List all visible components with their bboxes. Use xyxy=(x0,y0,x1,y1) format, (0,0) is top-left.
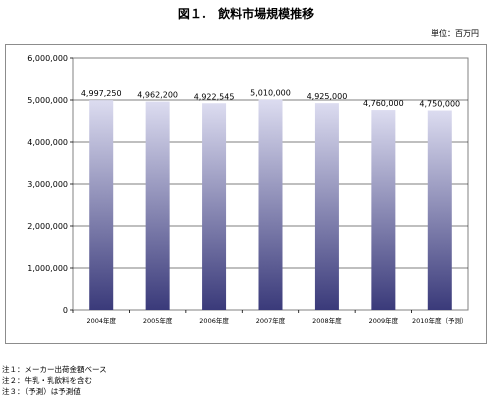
x-tick-label: 2005年度 xyxy=(143,316,173,325)
data-label: 5,010,000 xyxy=(250,89,291,98)
note-2: 注２：牛乳・乳飲料を含む xyxy=(2,376,92,385)
bar xyxy=(145,101,170,310)
notes: 注１：メーカー出荷金額ベース 注２：牛乳・乳飲料を含む 注３：（予測）は予測値 xyxy=(2,364,107,397)
data-label: 4,922,545 xyxy=(194,92,235,101)
x-tick-label: 2006年度 xyxy=(199,316,229,325)
note-3: 注３：（予測）は予測値 xyxy=(2,387,81,396)
y-tick-label: 5,000,000 xyxy=(27,96,68,105)
data-label: 4,997,250 xyxy=(81,89,122,98)
unit-label: 単位：百万円 xyxy=(431,29,479,38)
note-1: 注１：メーカー出荷金額ベース xyxy=(2,365,107,374)
chart-title: 図１. 飲料市場規模推移 xyxy=(177,7,315,21)
y-tick-label: 0 xyxy=(63,306,68,315)
x-tick-label: 2009年度 xyxy=(369,316,399,325)
y-tick-label: 3,000,000 xyxy=(27,180,68,189)
y-tick-label: 6,000,000 xyxy=(27,54,68,63)
bar xyxy=(314,103,339,311)
bar xyxy=(371,110,396,310)
y-tick-label: 4,000,000 xyxy=(27,138,68,147)
chart-frame xyxy=(5,44,487,344)
data-label: 4,760,000 xyxy=(363,99,404,108)
bar xyxy=(427,110,452,310)
y-tick-label: 2,000,000 xyxy=(27,222,68,231)
bar xyxy=(89,100,114,310)
data-label: 4,962,200 xyxy=(137,91,178,100)
x-tick-label: 2007年度 xyxy=(256,316,286,325)
x-tick-label: 2008年度 xyxy=(312,316,342,325)
x-tick-label: 2004年度 xyxy=(86,316,116,325)
bar xyxy=(258,99,283,310)
bar xyxy=(202,103,227,310)
data-label: 4,750,000 xyxy=(419,100,460,109)
data-label: 4,925,000 xyxy=(307,92,348,101)
x-tick-label: 2010年度（予測） xyxy=(412,316,468,325)
y-tick-label: 1,000,000 xyxy=(27,264,68,273)
